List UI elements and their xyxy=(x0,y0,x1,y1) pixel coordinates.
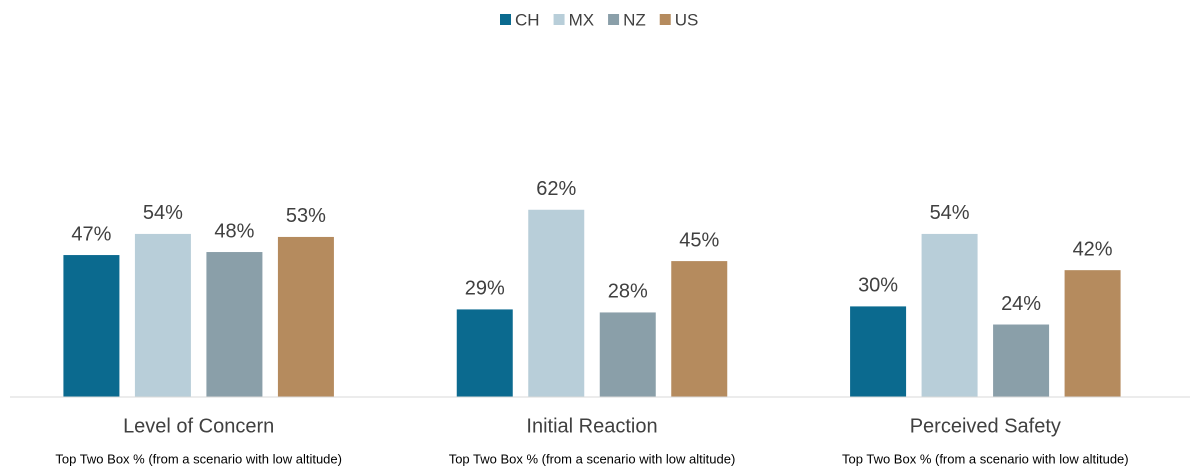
bar xyxy=(134,233,191,397)
data-label: 28% xyxy=(608,281,648,303)
x-tick-label: Initial Reaction xyxy=(526,415,657,437)
data-label: 30% xyxy=(858,275,898,297)
x-tick-label: Perceived Safety xyxy=(910,415,1061,437)
data-label: 45% xyxy=(679,229,719,251)
data-label: 54% xyxy=(930,202,970,224)
bar xyxy=(599,312,656,397)
data-label: 48% xyxy=(214,220,254,242)
legend-swatch xyxy=(500,14,511,25)
x-tick-label: Level of Concern xyxy=(123,415,274,437)
legend-label: MX xyxy=(569,10,595,29)
data-label: 24% xyxy=(1001,293,1041,315)
data-label: 42% xyxy=(1073,238,1113,260)
bar xyxy=(993,324,1050,397)
legend-label: NZ xyxy=(623,10,646,29)
category-note: Top Two Box % (from a scenario with low … xyxy=(55,451,342,466)
category-note: Top Two Box % (from a scenario with low … xyxy=(842,451,1129,466)
bar xyxy=(277,236,334,397)
data-label: 53% xyxy=(286,205,326,227)
bar xyxy=(206,252,263,397)
bar xyxy=(63,255,120,397)
category-note: Top Two Box % (from a scenario with low … xyxy=(449,451,736,466)
bar xyxy=(1064,270,1121,397)
bar xyxy=(671,261,728,397)
legend-swatch xyxy=(659,14,671,25)
data-label: 29% xyxy=(465,278,505,300)
bar xyxy=(456,309,513,397)
data-label: 47% xyxy=(71,223,111,245)
legend-swatch xyxy=(553,14,565,25)
legend-label: CH xyxy=(515,10,540,29)
data-label: 62% xyxy=(536,178,576,200)
data-label: 54% xyxy=(143,202,183,224)
legend-label: US xyxy=(675,10,699,29)
bar xyxy=(850,306,907,397)
bar xyxy=(921,233,978,397)
bar xyxy=(528,209,585,397)
legend-swatch xyxy=(608,14,620,25)
